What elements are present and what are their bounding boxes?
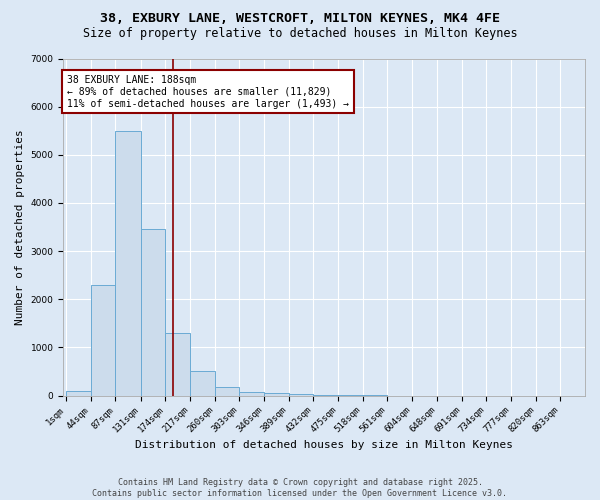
- X-axis label: Distribution of detached houses by size in Milton Keynes: Distribution of detached houses by size …: [135, 440, 513, 450]
- Bar: [190, 372, 215, 396]
- Bar: [166, 333, 190, 396]
- Text: Contains HM Land Registry data © Crown copyright and database right 2025.
Contai: Contains HM Land Registry data © Crown c…: [92, 478, 508, 498]
- Text: Size of property relative to detached houses in Milton Keynes: Size of property relative to detached ho…: [83, 28, 517, 40]
- Bar: [115, 130, 140, 396]
- Text: 38 EXBURY LANE: 188sqm
← 89% of detached houses are smaller (11,829)
11% of semi: 38 EXBURY LANE: 188sqm ← 89% of detached…: [67, 76, 349, 108]
- Text: 38, EXBURY LANE, WESTCROFT, MILTON KEYNES, MK4 4FE: 38, EXBURY LANE, WESTCROFT, MILTON KEYNE…: [100, 12, 500, 26]
- Y-axis label: Number of detached properties: Number of detached properties: [15, 129, 25, 325]
- Bar: [140, 230, 166, 396]
- Bar: [264, 393, 289, 396]
- Bar: [289, 394, 313, 396]
- Bar: [91, 285, 115, 396]
- Bar: [66, 390, 91, 396]
- Bar: [215, 387, 239, 396]
- Bar: [239, 392, 264, 396]
